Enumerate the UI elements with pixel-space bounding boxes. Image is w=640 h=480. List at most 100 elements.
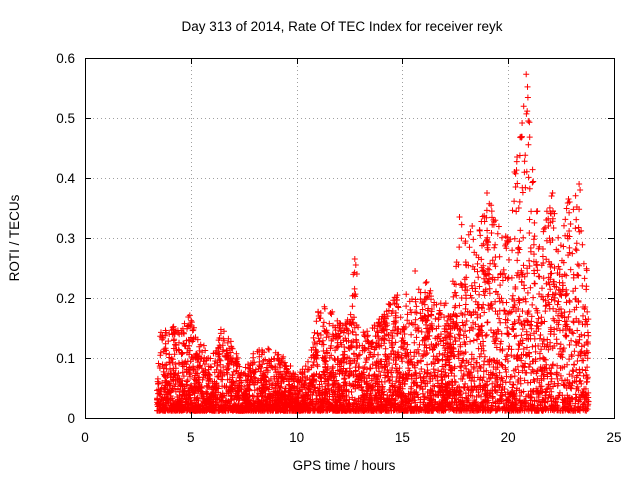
data-point — [389, 365, 396, 371]
data-point — [529, 343, 536, 350]
data-point — [397, 314, 404, 321]
data-point — [469, 285, 476, 292]
data-point — [162, 340, 169, 347]
data-point — [584, 378, 591, 385]
data-point — [475, 274, 482, 281]
data-point — [186, 342, 193, 349]
data-point — [570, 330, 577, 337]
data-point — [483, 214, 490, 221]
data-point — [503, 299, 510, 306]
data-point — [403, 303, 410, 310]
data-point — [585, 316, 592, 323]
data-point — [580, 357, 587, 364]
data-point — [308, 347, 315, 353]
data-point — [376, 337, 383, 344]
data-point — [451, 353, 458, 360]
data-point — [521, 377, 528, 384]
data-point — [485, 239, 492, 246]
data-point — [216, 335, 223, 341]
data-point — [343, 338, 350, 345]
data-point — [198, 355, 205, 362]
data-point — [217, 330, 224, 337]
data-point — [467, 338, 474, 345]
data-point — [466, 244, 473, 251]
data-point — [416, 370, 423, 377]
data-point — [456, 244, 463, 251]
data-point — [313, 355, 320, 362]
data-point — [532, 348, 539, 355]
data-point — [546, 204, 553, 211]
data-point — [529, 166, 536, 173]
data-point — [509, 207, 516, 214]
data-point — [461, 311, 468, 318]
data-point — [482, 279, 489, 286]
data-point — [569, 367, 576, 374]
data-point — [513, 332, 519, 339]
data-point — [155, 360, 162, 367]
data-point — [250, 354, 257, 361]
data-point — [368, 375, 375, 382]
data-point — [296, 388, 303, 395]
data-point — [562, 216, 569, 223]
data-point — [431, 299, 438, 306]
data-point — [584, 355, 591, 362]
data-point — [468, 324, 475, 331]
data-point — [399, 335, 406, 341]
data-point — [493, 344, 500, 351]
data-point — [547, 385, 553, 392]
data-point — [181, 320, 188, 327]
data-point — [524, 344, 530, 351]
data-point — [422, 317, 429, 324]
data-point — [537, 383, 544, 390]
data-point — [527, 284, 534, 291]
data-point — [453, 313, 460, 320]
data-point — [476, 363, 483, 370]
data-point — [551, 265, 558, 271]
data-point — [492, 254, 499, 261]
data-point — [374, 328, 380, 335]
data-point — [487, 302, 494, 309]
data-point — [457, 327, 464, 334]
data-point — [404, 376, 411, 382]
data-point — [274, 355, 281, 362]
data-point — [574, 358, 581, 364]
data-point — [541, 365, 548, 372]
data-point — [423, 279, 430, 285]
data-point — [577, 377, 584, 384]
data-point — [363, 378, 370, 385]
data-point — [453, 292, 460, 299]
data-point — [529, 301, 536, 308]
data-point — [462, 238, 469, 245]
data-point — [579, 321, 586, 328]
data-point — [509, 384, 516, 391]
data-point — [367, 395, 374, 402]
data-point — [167, 359, 174, 366]
data-point — [315, 335, 322, 342]
data-point — [451, 304, 458, 311]
data-point — [446, 356, 453, 363]
data-point — [555, 321, 562, 328]
data-point — [355, 352, 362, 359]
data-point — [480, 240, 487, 247]
data-point — [526, 364, 532, 370]
data-point — [496, 369, 503, 376]
data-point — [568, 337, 575, 344]
data-point — [530, 376, 537, 383]
data-point — [175, 360, 182, 367]
data-point — [353, 373, 360, 380]
data-point — [567, 266, 574, 273]
data-point — [483, 207, 490, 214]
data-point — [532, 342, 539, 349]
data-point — [458, 359, 465, 366]
data-point — [460, 322, 467, 329]
data-point — [534, 208, 541, 215]
data-point — [517, 227, 524, 234]
data-point — [405, 365, 412, 372]
data-point — [564, 235, 571, 242]
data-point — [541, 343, 548, 350]
data-point — [526, 230, 533, 236]
data-point — [506, 308, 513, 315]
data-point — [479, 305, 486, 312]
data-point — [488, 208, 495, 215]
data-point — [479, 322, 485, 329]
